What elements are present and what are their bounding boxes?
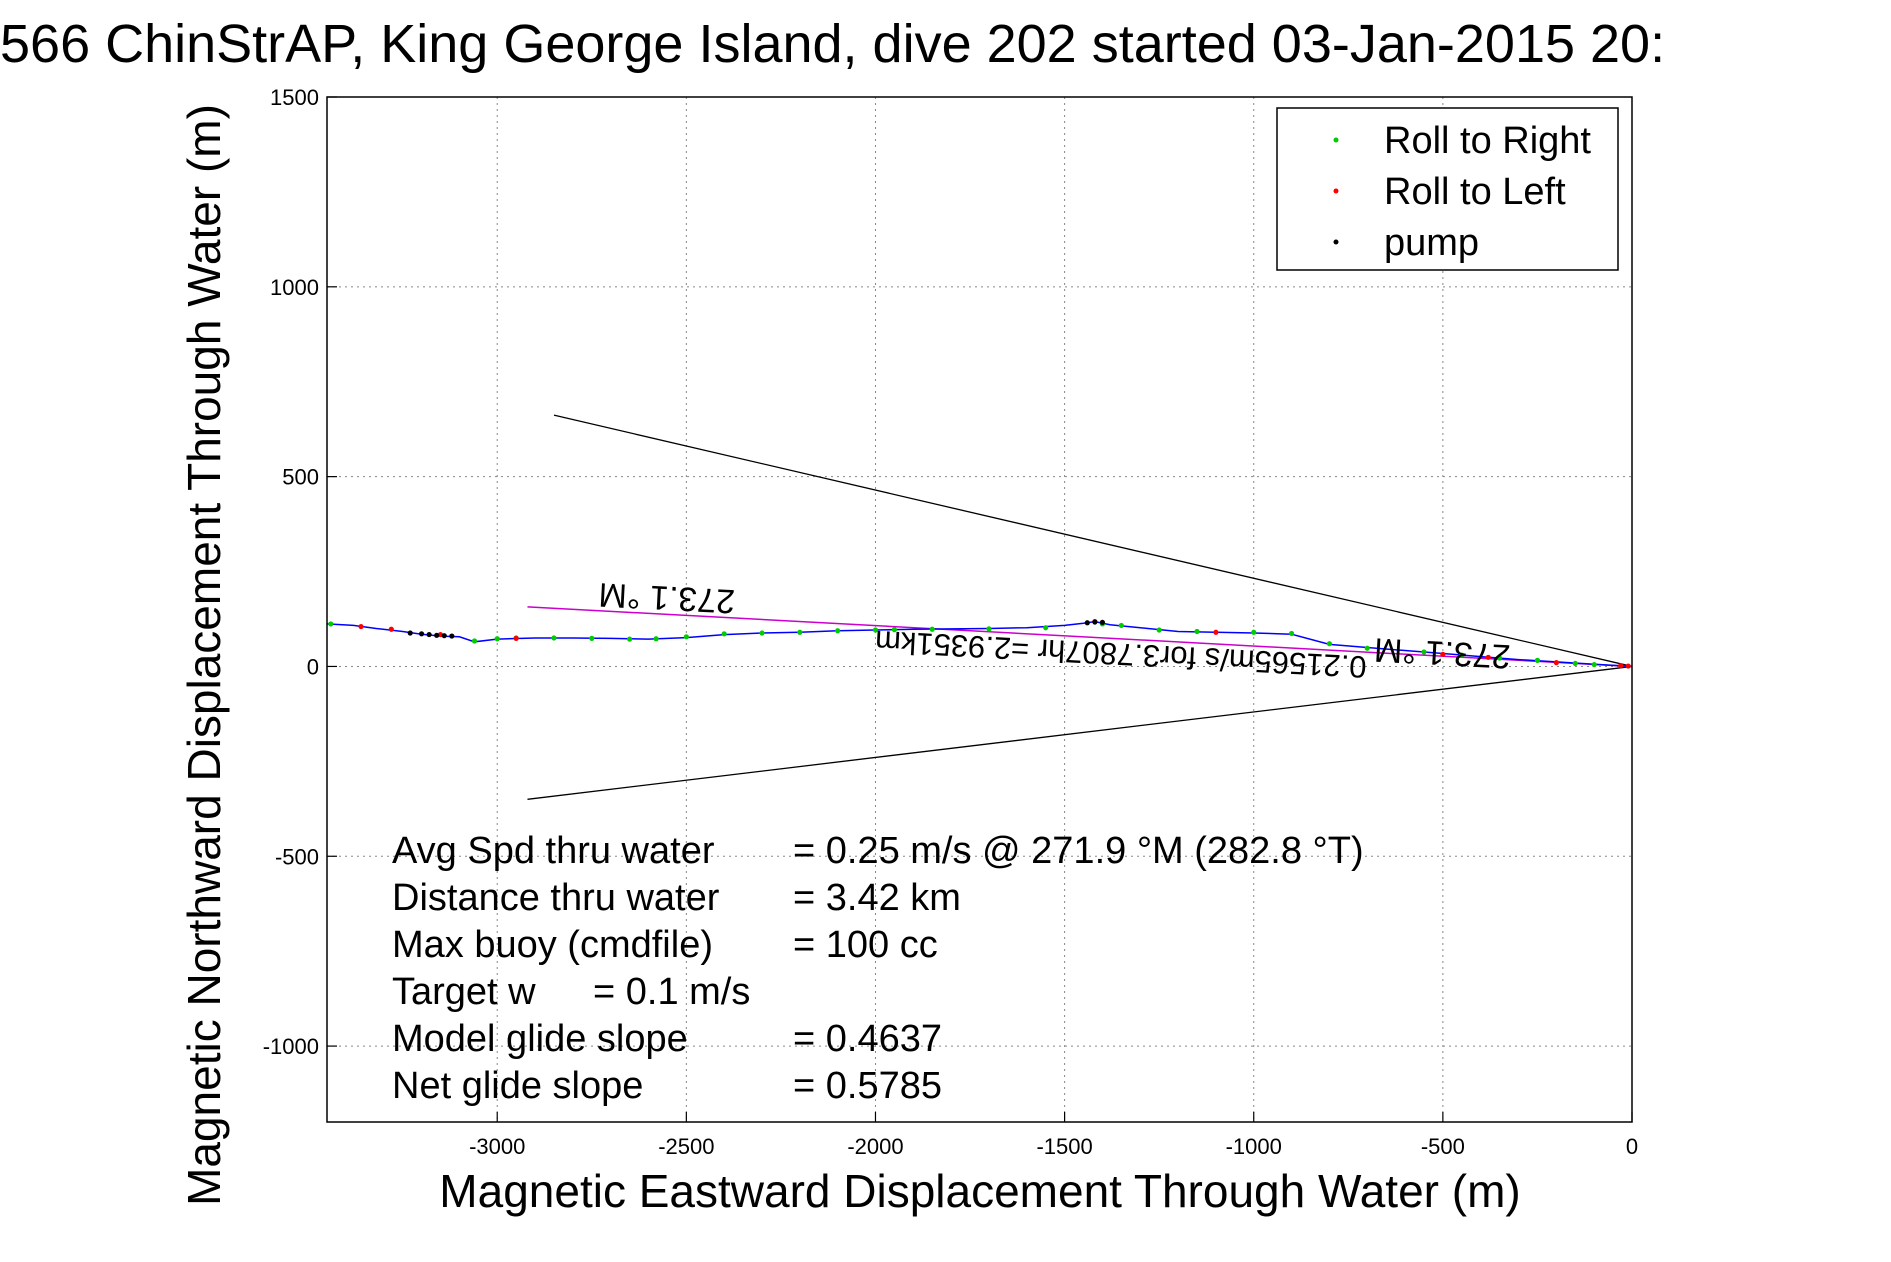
roll-right-point bbox=[1364, 645, 1370, 651]
roll-right-point bbox=[1459, 652, 1465, 658]
x-tick-labels: -3000 -2500 -2000 -1500 -1000 -500 0 bbox=[469, 1134, 1638, 1159]
roll-left-point bbox=[1213, 629, 1219, 635]
y-tick-label: 500 bbox=[282, 465, 319, 490]
y-tick-label: -500 bbox=[275, 844, 319, 869]
legend-label-roll-left: Roll to Left bbox=[1384, 171, 1566, 213]
track-polyline bbox=[326, 620, 1633, 668]
roll-right-point bbox=[1194, 628, 1200, 635]
roll-right-point bbox=[1497, 655, 1503, 661]
roll-right-point bbox=[721, 631, 727, 637]
stat-label: Net glide slope bbox=[392, 1065, 643, 1107]
roll-right-point bbox=[986, 626, 992, 632]
roll-right-point bbox=[494, 636, 500, 642]
roll-right-point bbox=[759, 630, 765, 636]
y-axis-label: Magnetic Northward Displacement Through … bbox=[178, 104, 230, 1206]
roll-right-point bbox=[1118, 622, 1124, 629]
roll-right-point bbox=[1534, 657, 1541, 663]
pump-point bbox=[1099, 619, 1106, 626]
pump-point bbox=[418, 631, 425, 637]
stat-label: Distance thru water bbox=[392, 877, 720, 919]
stat-value: = 0.4637 bbox=[793, 1018, 942, 1060]
cone-line bbox=[527, 665, 1633, 800]
roll-right-point bbox=[627, 636, 633, 642]
roll-right-point bbox=[929, 626, 935, 632]
magenta-heading-line bbox=[527, 606, 1633, 668]
y-tick-labels: -1000 -500 0 500 1000 1500 bbox=[263, 85, 319, 1059]
legend-marker-roll-left bbox=[1333, 188, 1339, 194]
stat-label: Max buoy (cmdfile) bbox=[392, 924, 713, 966]
stat-value: = 0.5785 bbox=[793, 1065, 942, 1107]
roll-right-point bbox=[872, 627, 879, 633]
pump-point bbox=[434, 632, 440, 638]
y-tick-label: -1000 bbox=[263, 1034, 319, 1059]
magenta-line bbox=[527, 606, 1633, 668]
chart-title: 566 ChinStrAP, King George Island, dive … bbox=[0, 14, 1665, 74]
y-tick-label: 1000 bbox=[270, 275, 319, 300]
stat-value: = 3.42 km bbox=[793, 877, 961, 919]
roll-right-point bbox=[471, 638, 478, 644]
pump-point bbox=[1092, 619, 1098, 625]
heading-label: 273.1 °M bbox=[1373, 630, 1511, 675]
roll-right-point bbox=[1156, 627, 1162, 633]
roll-left-point bbox=[513, 635, 519, 641]
roll-left-point bbox=[358, 623, 364, 630]
legend-marker-roll-right bbox=[1333, 137, 1339, 143]
stat-label: Avg Spd thru water bbox=[392, 830, 715, 872]
x-tick-label: 0 bbox=[1626, 1134, 1638, 1159]
roll-left-point bbox=[1553, 660, 1559, 666]
legend-marker-pump bbox=[1333, 239, 1339, 245]
pump-point bbox=[407, 630, 413, 636]
pump-point bbox=[441, 633, 447, 639]
roll-right-point bbox=[1591, 661, 1597, 668]
x-tick-label: -500 bbox=[1421, 1134, 1465, 1159]
x-tick-label: -2000 bbox=[847, 1134, 903, 1159]
dive-statistics: Avg Spd thru water = 0.25 m/s @ 271.9 °M… bbox=[392, 830, 1364, 1107]
roll-left-point bbox=[1618, 663, 1624, 669]
legend: Roll to Right Roll to Left pump bbox=[1276, 107, 1619, 271]
roll-right-point bbox=[328, 621, 334, 627]
track-line bbox=[326, 620, 1633, 668]
stat-label: Target w bbox=[392, 971, 536, 1013]
y-tick-label: 0 bbox=[307, 654, 319, 679]
roll-left-point bbox=[388, 626, 394, 632]
roll-right-point bbox=[891, 627, 897, 633]
y-tick-label: 1500 bbox=[270, 85, 319, 110]
heading-cone-lines bbox=[527, 414, 1633, 800]
grid-lines bbox=[327, 96, 1633, 1122]
roll-right-point bbox=[1421, 649, 1427, 655]
heading-label: 273.1 °M bbox=[598, 575, 736, 620]
roll-right-point bbox=[551, 635, 557, 641]
legend-label-pump: pump bbox=[1384, 222, 1479, 264]
stat-value: = 100 cc bbox=[793, 924, 938, 966]
roll-right-point bbox=[1288, 630, 1295, 637]
x-tick-label: -3000 bbox=[469, 1134, 525, 1159]
roll-right-point bbox=[1326, 641, 1332, 647]
plot-frame bbox=[326, 96, 1633, 1123]
roll-right-point bbox=[653, 636, 659, 642]
roll-right-point bbox=[835, 628, 841, 634]
stat-label: Model glide slope bbox=[392, 1018, 688, 1060]
roll-right-point bbox=[1251, 629, 1257, 635]
cone-line bbox=[553, 414, 1633, 668]
pump-point bbox=[449, 633, 455, 639]
x-tick-label: -2500 bbox=[658, 1134, 714, 1159]
track-points bbox=[328, 619, 1631, 669]
pump-point bbox=[1084, 620, 1090, 626]
x-tick-label: -1500 bbox=[1036, 1134, 1092, 1159]
roll-right-point bbox=[1572, 660, 1578, 667]
roll-right-point bbox=[589, 635, 595, 641]
x-tick-label: -1000 bbox=[1226, 1134, 1282, 1159]
pump-point bbox=[426, 631, 432, 638]
stat-value: = 0.25 m/s @ 271.9 °M (282.8 °T) bbox=[793, 830, 1364, 872]
roll-right-point bbox=[1043, 625, 1049, 631]
roll-left-point bbox=[1625, 663, 1631, 669]
stat-value: = 0.1 m/s bbox=[593, 971, 750, 1013]
roll-left-point bbox=[1485, 654, 1491, 660]
roll-right-point bbox=[797, 629, 803, 635]
roll-right-point bbox=[683, 634, 689, 640]
roll-left-point bbox=[1440, 651, 1446, 657]
x-axis-label: Magnetic Eastward Displacement Through W… bbox=[439, 1165, 1520, 1217]
legend-label-roll-right: Roll to Right bbox=[1384, 120, 1591, 162]
